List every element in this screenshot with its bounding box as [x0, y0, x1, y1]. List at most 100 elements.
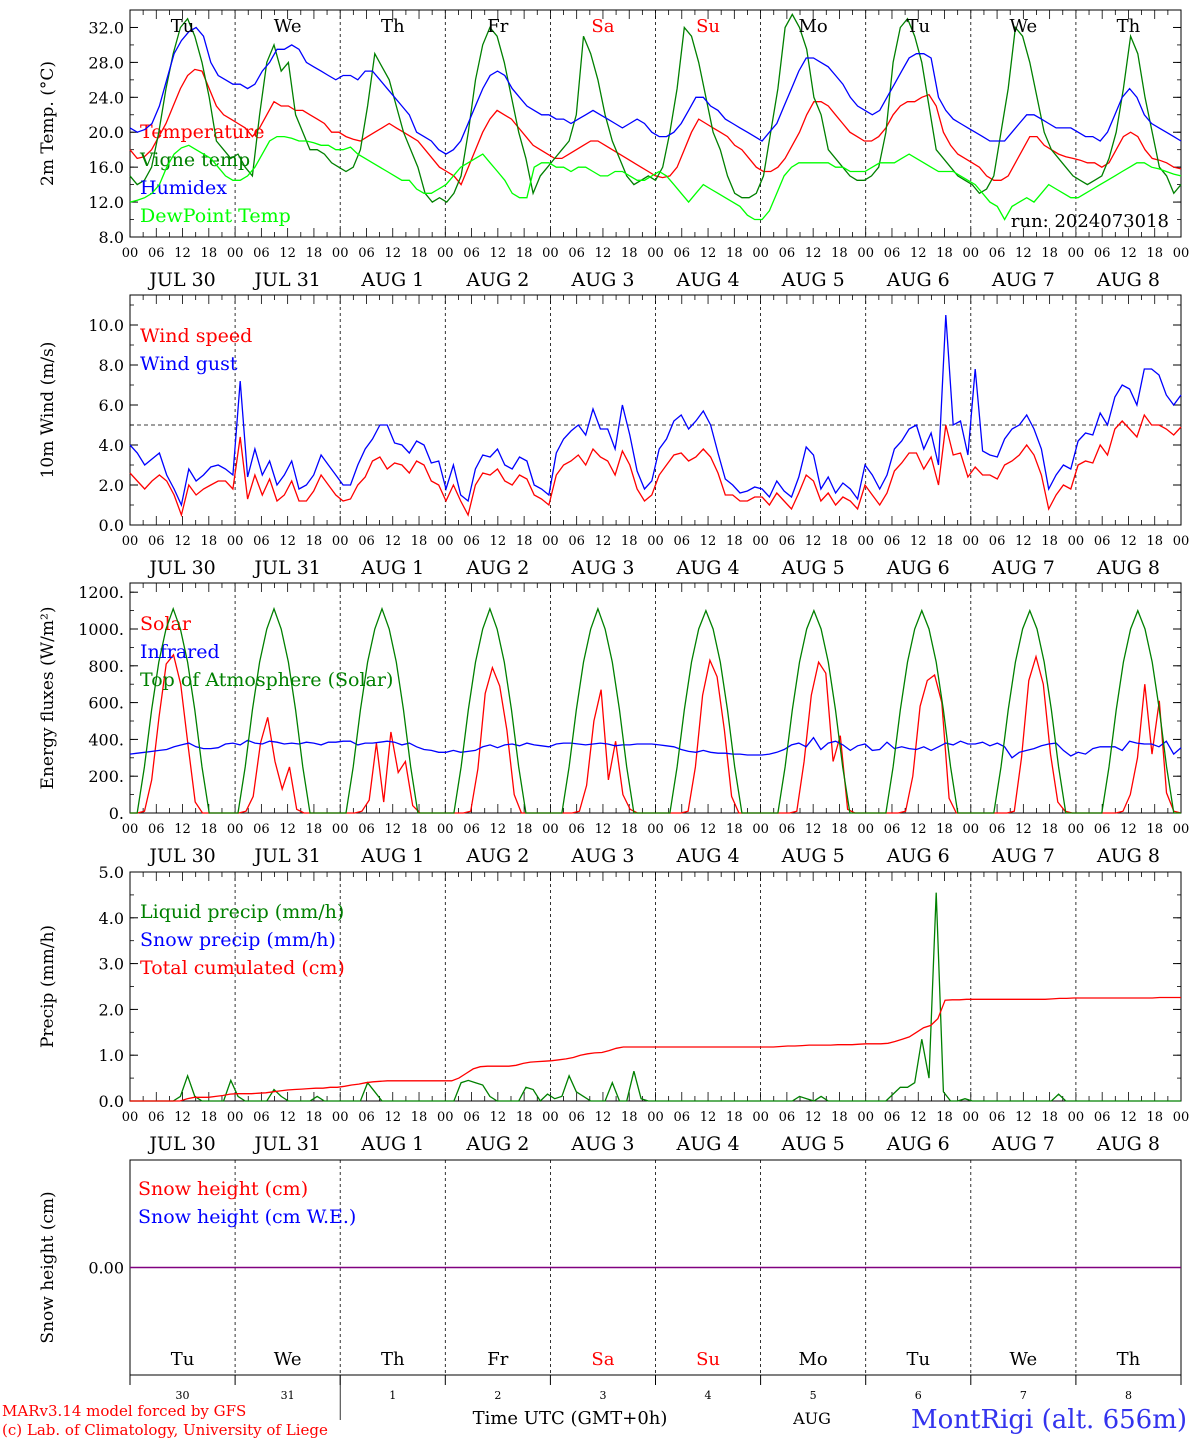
hour-tick-label: 12	[490, 822, 507, 837]
hour-tick-label: 06	[358, 246, 375, 261]
hour-tick-label: 12	[700, 822, 717, 837]
hour-tick-label: 12	[174, 1110, 191, 1125]
date-label: AUG 7	[991, 557, 1055, 579]
weekday-label: Su	[696, 16, 720, 37]
legend-entry: DewPoint Temp	[140, 205, 291, 227]
hour-tick-label: 00	[752, 822, 769, 837]
day-number-label: 3	[599, 1389, 606, 1402]
hour-tick-label: 00	[1173, 822, 1190, 837]
hour-tick-label: 06	[884, 822, 901, 837]
hour-tick-label: 18	[726, 1110, 743, 1125]
hour-tick-label: 00	[542, 534, 559, 549]
hour-tick-label: 00	[542, 822, 559, 837]
run-label: run: 2024073018	[1011, 211, 1169, 232]
hour-tick-label: 00	[437, 246, 454, 261]
hour-tick-label: 12	[1120, 1110, 1137, 1125]
hour-tick-label: 18	[936, 1110, 953, 1125]
y-tick-label: 6.0	[99, 396, 124, 415]
y-tick-label: 32.0	[88, 18, 124, 37]
hour-tick-label: 00	[1068, 534, 1085, 549]
hour-tick-label: 06	[463, 822, 480, 837]
day-number-label: 1	[389, 1389, 396, 1402]
hour-tick-label: 06	[674, 246, 691, 261]
date-label: AUG 2	[465, 269, 529, 291]
hour-tick-label: 00	[227, 246, 244, 261]
weekday-label: Th	[381, 16, 405, 37]
hour-tick-label: 00	[857, 822, 874, 837]
y-axis-label: Precip (mm/h)	[38, 925, 58, 1048]
hour-tick-label: 12	[1015, 822, 1032, 837]
series-line-wind-speed	[129, 413, 1182, 518]
y-tick-label: 24.0	[88, 88, 124, 107]
date-label: AUG 3	[570, 845, 634, 867]
date-label: AUG 5	[781, 269, 845, 291]
hour-tick-label: 18	[1146, 1110, 1163, 1125]
hour-tick-label: 18	[936, 534, 953, 549]
hour-tick-label: 18	[621, 246, 638, 261]
hour-tick-label: 06	[989, 822, 1006, 837]
date-label: JUL 31	[252, 845, 320, 867]
hour-tick-label: 12	[1120, 246, 1137, 261]
hour-tick-label: 12	[700, 1110, 717, 1125]
hour-tick-label: 06	[568, 1110, 585, 1125]
hour-tick-label: 00	[1173, 534, 1190, 549]
weekday-label: We	[274, 1349, 302, 1370]
date-label: AUG 6	[886, 845, 950, 867]
y-axis-label: 10m Wind (m/s)	[38, 342, 58, 479]
hour-tick-label: 18	[1146, 822, 1163, 837]
hour-tick-label: 18	[201, 1110, 218, 1125]
hour-tick-label: 06	[1094, 822, 1111, 837]
hour-tick-label: 00	[332, 1110, 349, 1125]
date-label: AUG 5	[781, 1133, 845, 1155]
y-tick-label: 0.	[109, 804, 124, 823]
date-label: JUL 31	[252, 557, 320, 579]
hour-tick-label: 18	[831, 1110, 848, 1125]
hour-tick-label: 18	[1041, 1110, 1058, 1125]
date-label: AUG 5	[781, 557, 845, 579]
panel-3: 0. 200. 400. 600. 800. 1000. 1200. Energy fluxe…	[38, 582, 1190, 867]
y-tick-label: 12.0	[88, 193, 124, 212]
hour-tick-label: 12	[490, 246, 507, 261]
series-line-dewpoint-temp	[129, 135, 1182, 221]
hour-tick-label: 12	[490, 534, 507, 549]
hour-tick-label: 12	[595, 822, 612, 837]
hour-tick-label: 12	[910, 534, 927, 549]
hour-tick-label: 12	[805, 534, 822, 549]
hour-tick-label: 00	[542, 1110, 559, 1125]
hour-tick-label: 00	[963, 534, 980, 549]
hour-tick-label: 18	[726, 534, 743, 549]
hour-tick-label: 12	[384, 246, 401, 261]
hour-tick-label: 18	[936, 246, 953, 261]
y-tick-label: 400.	[88, 730, 124, 749]
credit-line-2: (c) Lab. of Climatology, University of L…	[2, 1421, 328, 1439]
date-label: AUG 8	[1096, 557, 1160, 579]
hour-tick-label: 12	[174, 534, 191, 549]
date-label: AUG 5	[781, 845, 845, 867]
hour-tick-label: 00	[1173, 246, 1190, 261]
hour-tick-label: 00	[332, 534, 349, 549]
hour-tick-label: 06	[358, 1110, 375, 1125]
y-tick-label: 10.0	[88, 316, 124, 335]
hour-tick-label: 06	[1094, 534, 1111, 549]
hour-tick-label: 12	[384, 534, 401, 549]
hour-tick-label: 06	[1094, 1110, 1111, 1125]
series-line-wind-gust	[129, 314, 1182, 508]
hour-tick-label: 12	[700, 246, 717, 261]
hour-tick-label: 12	[910, 246, 927, 261]
hour-tick-label: 06	[253, 534, 270, 549]
hour-tick-label: 00	[752, 246, 769, 261]
date-label: JUL 30	[147, 557, 215, 579]
date-label: AUG 2	[465, 557, 529, 579]
hour-tick-label: 18	[411, 534, 428, 549]
series-line-temperature	[129, 68, 1182, 186]
hour-tick-label: 06	[779, 534, 796, 549]
y-tick-label: 3.0	[99, 955, 124, 974]
hour-tick-label: 00	[437, 822, 454, 837]
hour-tick-label: 00	[332, 822, 349, 837]
hour-tick-label: 18	[516, 822, 533, 837]
series-line-liquid-precip-mm-h-	[130, 892, 1181, 1103]
day-number-label: 8	[1125, 1389, 1132, 1402]
panel-1: 8.0 12.0 16.0 20.0 24.0 28.0 32.0 2m Temp. (°C)…	[38, 9, 1190, 291]
legend-entry: Total cumulated (cm)	[140, 957, 345, 979]
hour-tick-label: 06	[253, 1110, 270, 1125]
